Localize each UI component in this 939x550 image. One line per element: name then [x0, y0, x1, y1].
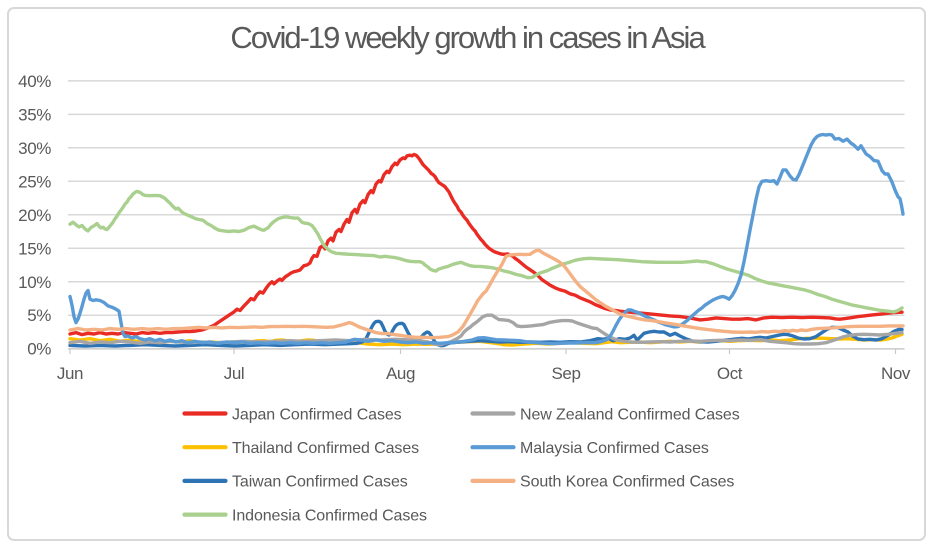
svg-text:Taiwan Confirmed Cases: Taiwan Confirmed Cases	[232, 474, 408, 491]
svg-text:40%: 40%	[18, 72, 51, 91]
svg-text:South Korea Confirmed Cases: South Korea Confirmed Cases	[520, 474, 734, 491]
svg-text:Malaysia Confirmed Cases: Malaysia Confirmed Cases	[520, 440, 709, 457]
svg-text:0%: 0%	[27, 340, 51, 359]
svg-text:Aug: Aug	[386, 364, 415, 383]
svg-text:Jun: Jun	[57, 364, 83, 383]
svg-text:15%: 15%	[18, 239, 51, 258]
svg-text:Japan Confirmed Cases: Japan Confirmed Cases	[232, 406, 402, 423]
svg-text:Jul: Jul	[224, 364, 245, 383]
svg-text:30%: 30%	[18, 139, 51, 158]
svg-text:20%: 20%	[18, 206, 51, 225]
svg-text:10%: 10%	[18, 273, 51, 292]
svg-text:Nov: Nov	[881, 364, 911, 383]
svg-text:Indonesia Confirmed Cases: Indonesia Confirmed Cases	[232, 507, 427, 524]
svg-text:25%: 25%	[18, 172, 51, 191]
svg-text:Oct: Oct	[717, 364, 743, 383]
svg-text:New Zealand Confirmed Cases: New Zealand Confirmed Cases	[520, 406, 740, 423]
svg-text:Covid-19 weekly growth in case: Covid-19 weekly growth in cases in Asia	[230, 20, 706, 55]
svg-text:5%: 5%	[27, 306, 51, 325]
svg-text:35%: 35%	[18, 105, 51, 124]
svg-text:Sep: Sep	[551, 364, 580, 383]
svg-text:Thailand Confirmed Cases: Thailand Confirmed Cases	[232, 440, 419, 457]
